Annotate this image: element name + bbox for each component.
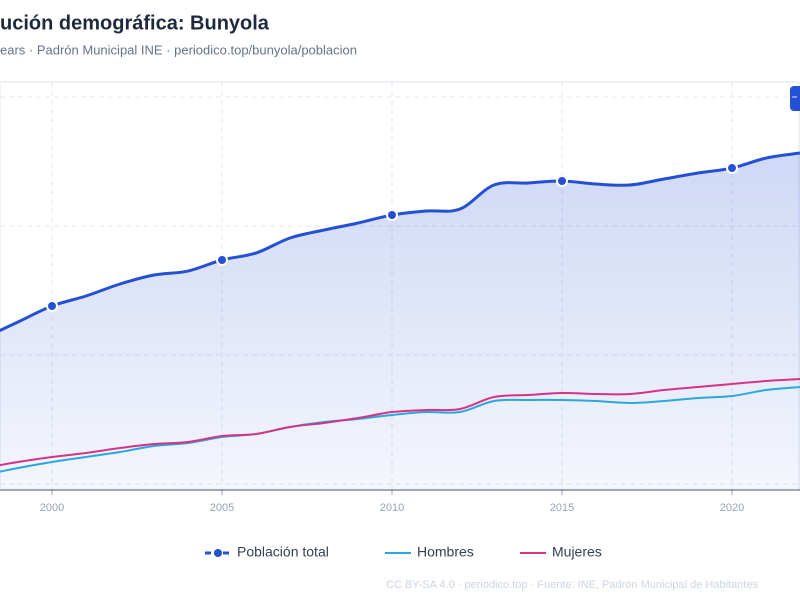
line [0, 378, 800, 467]
x-tick-label: 2015 [550, 502, 574, 514]
line [0, 386, 800, 473]
chart-subtitle: ears · Padrón Municipal INE · periodico.… [0, 42, 357, 57]
legend-label: Población total [237, 544, 329, 560]
x-tick-label: 2020 [720, 502, 744, 514]
x-tick-label: 2010 [380, 502, 404, 514]
point [46, 299, 59, 312]
legend-swatch [214, 549, 222, 557]
chart-title: ución demográfica: Bunyola [0, 12, 270, 34]
point [386, 208, 399, 221]
legend-label: Mujeres [552, 544, 602, 560]
area [0, 153, 800, 490]
point [216, 254, 229, 267]
button[interactable] [790, 86, 800, 111]
point [726, 162, 739, 175]
legend-label: Hombres [417, 544, 474, 560]
x-tick-label: 2000 [40, 502, 64, 514]
footer: CC BY-SA 4.0 · periodico.top · Fuente: I… [386, 579, 758, 591]
point [556, 175, 569, 188]
x-tick-label: 2005 [210, 502, 234, 514]
plot [0, 151, 800, 490]
